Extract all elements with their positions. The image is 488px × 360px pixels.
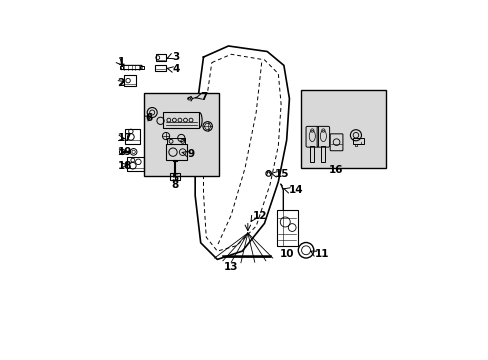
- Text: 13: 13: [224, 262, 238, 272]
- Text: 11: 11: [314, 249, 328, 259]
- Bar: [156, 54, 166, 61]
- Text: 5: 5: [171, 173, 179, 183]
- Text: 16: 16: [328, 165, 343, 175]
- Text: 10: 10: [280, 249, 294, 259]
- Text: 6: 6: [145, 113, 152, 123]
- Text: 2: 2: [117, 78, 124, 88]
- Bar: [170, 174, 180, 180]
- Text: 3: 3: [172, 52, 179, 62]
- Text: 19: 19: [117, 147, 132, 157]
- Bar: [166, 144, 186, 159]
- Bar: [163, 112, 199, 128]
- Text: 12: 12: [252, 211, 267, 221]
- Text: 9: 9: [187, 149, 194, 159]
- Text: 17: 17: [117, 133, 132, 143]
- Bar: [143, 93, 218, 176]
- Bar: [127, 157, 143, 171]
- Bar: [300, 90, 386, 168]
- Bar: [125, 129, 140, 144]
- Text: 14: 14: [288, 185, 303, 195]
- Bar: [352, 138, 363, 144]
- Bar: [155, 65, 166, 71]
- Bar: [309, 146, 314, 162]
- Bar: [167, 138, 185, 144]
- Text: 4: 4: [172, 64, 180, 74]
- Text: 1: 1: [117, 57, 124, 67]
- Text: 8: 8: [171, 180, 179, 190]
- Bar: [124, 75, 135, 86]
- Bar: [140, 67, 143, 69]
- Text: 15: 15: [274, 169, 289, 179]
- Text: 18: 18: [117, 161, 132, 171]
- Bar: [276, 210, 297, 246]
- Text: 7: 7: [200, 92, 208, 102]
- Bar: [120, 67, 123, 69]
- Bar: [321, 146, 325, 162]
